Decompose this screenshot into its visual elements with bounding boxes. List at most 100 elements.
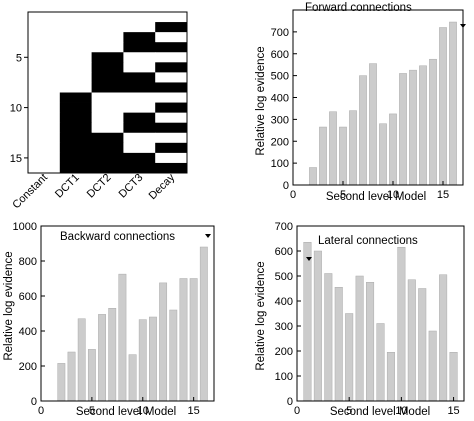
forward-bar-model-5 [339, 126, 347, 186]
lateral-bar-model-14 [439, 274, 448, 402]
matrix-cell-r5-c5 [155, 52, 188, 63]
backward-bar-model-2 [57, 363, 66, 402]
forward-ytick-label: 600 [271, 49, 289, 61]
matrix-cell-r7-c1 [28, 72, 61, 83]
forward-xtick-label: 0 [290, 189, 296, 201]
lateral-bar-model-4 [334, 287, 343, 402]
matrix-cell-r4-c4 [123, 42, 156, 53]
matrix-column-label: Constant [10, 172, 50, 212]
forward-axes: 0 5 10 15 0 100 200 300 400 500 600 700 [271, 9, 464, 201]
matrix-cell-r1-c5 [155, 12, 188, 23]
forward-ytick-label: 200 [271, 136, 289, 148]
matrix-cell-r11-c2 [59, 112, 92, 124]
matrix-cell-r7-c3 [91, 72, 124, 83]
forward-bar-model-2 [309, 167, 317, 186]
matrix-cell-r15-c2 [59, 152, 92, 164]
matrix-cell-r15-c5 [155, 152, 188, 164]
backward-bar-model-3 [67, 351, 76, 402]
backward-bar-model-15 [189, 278, 198, 402]
matrix-cell-r8-c3 [91, 82, 124, 93]
forward-bar-model-8 [369, 63, 377, 186]
lateral-panel: Lateral connections 0 5 10 15 0 100 200 300 400 5… [255, 221, 465, 418]
backward-ytick-label: 600 [19, 291, 37, 303]
forward-bar-model-9 [379, 123, 387, 186]
matrix-column-label: Decay [147, 171, 178, 202]
lateral-ytick-label: 600 [275, 246, 293, 258]
backward-bar-model-11 [149, 316, 157, 402]
lateral-ytick-label: 400 [275, 296, 293, 308]
matrix-cell-r16-c5 [155, 162, 188, 174]
matrix-cell-r4-c1 [28, 42, 61, 53]
backward-xtick-label: 10 [137, 405, 149, 417]
matrix-cell-r10-c5 [155, 102, 188, 114]
design-matrix-y-ticks: 5 10 15 [10, 52, 28, 165]
matrix-cell-r16-c2 [59, 162, 92, 174]
forward-ytick-label: 100 [271, 158, 289, 170]
forward-xtick-label: 10 [387, 189, 399, 201]
lateral-bar-model-2 [313, 250, 322, 402]
matrix-ytick-label: 15 [10, 153, 22, 165]
matrix-cell-r13-c1 [28, 132, 61, 144]
lateral-bar-model-13 [428, 330, 437, 402]
lateral-ytick-label: 200 [275, 346, 293, 358]
backward-bar-model-6 [98, 314, 106, 402]
matrix-cell-r11-c3 [91, 112, 124, 124]
matrix-cell-r16-c1 [28, 162, 61, 174]
matrix-cell-r15-c3 [91, 152, 124, 164]
design-matrix-frame [27, 11, 188, 174]
lateral-best-model-arrow-icon [306, 257, 312, 261]
forward-ytick-label: 700 [271, 27, 289, 39]
backward-ytick-label: 1000 [13, 221, 37, 233]
matrix-cell-r10-c4 [123, 102, 156, 114]
lateral-bar-model-15 [449, 352, 458, 402]
lateral-xtick-label: 0 [294, 405, 300, 417]
matrix-column-label: DCT2 [85, 172, 114, 201]
backward-xtick-label: 5 [89, 405, 95, 417]
backward-bar-model-5 [87, 349, 96, 402]
matrix-cell-r5-c3 [91, 52, 124, 63]
lateral-ytick-label: 700 [275, 221, 293, 233]
backward-bar-model-13 [169, 309, 178, 402]
matrix-cell-r2-c1 [28, 22, 61, 33]
matrix-cell-r7-c2 [59, 72, 92, 83]
matrix-cell-r8-c4 [123, 82, 156, 93]
matrix-cell-r13-c5 [155, 132, 188, 144]
forward-xtick-label: 5 [340, 189, 346, 201]
matrix-cell-r7-c4 [123, 72, 156, 83]
forward-bar-model-14 [429, 58, 437, 186]
lateral-bar-model-6 [355, 275, 364, 402]
matrix-cell-r4-c2 [59, 42, 92, 53]
matrix-cell-r16-c3 [91, 162, 124, 174]
forward-best-model-arrow-icon [460, 24, 466, 28]
matrix-cell-r16-c4 [123, 162, 156, 174]
backward-bar-model-16 [199, 246, 208, 402]
matrix-cell-r6-c1 [28, 62, 61, 73]
lateral-bar-model-9 [386, 352, 395, 402]
backward-bar-model-8 [118, 273, 127, 402]
matrix-cell-r1-c1 [28, 12, 61, 23]
matrix-cell-r1-c4 [123, 12, 156, 23]
lateral-bar-model-11 [407, 279, 416, 402]
matrix-cell-r12-c5 [155, 122, 188, 134]
forward-plot-frame [292, 9, 464, 186]
lateral-ytick-label: 500 [275, 271, 293, 283]
lateral-bar-model-8 [376, 323, 385, 402]
lateral-bar-model-7 [366, 282, 375, 402]
matrix-cell-r13-c2 [59, 132, 92, 144]
matrix-cell-r13-c4 [123, 132, 156, 144]
backward-bar-model-14 [179, 278, 188, 402]
matrix-cell-r6-c4 [123, 62, 156, 73]
backward-title: Backward connections [60, 231, 175, 243]
matrix-cell-r9-c5 [155, 92, 188, 103]
forward-xlabel: Second level Model [326, 191, 426, 203]
matrix-cell-r14-c5 [155, 142, 188, 154]
backward-ytick-label: 400 [19, 326, 37, 338]
matrix-cell-r15-c1 [28, 152, 61, 164]
backward-ytick-label: 0 [31, 396, 37, 408]
matrix-cell-r9-c2 [59, 92, 92, 103]
matrix-cell-r1-c3 [91, 12, 124, 23]
lateral-xtick-label: 5 [346, 405, 352, 417]
matrix-cell-r10-c1 [28, 102, 61, 114]
forward-ylabel: Relative log evidence [255, 46, 267, 155]
